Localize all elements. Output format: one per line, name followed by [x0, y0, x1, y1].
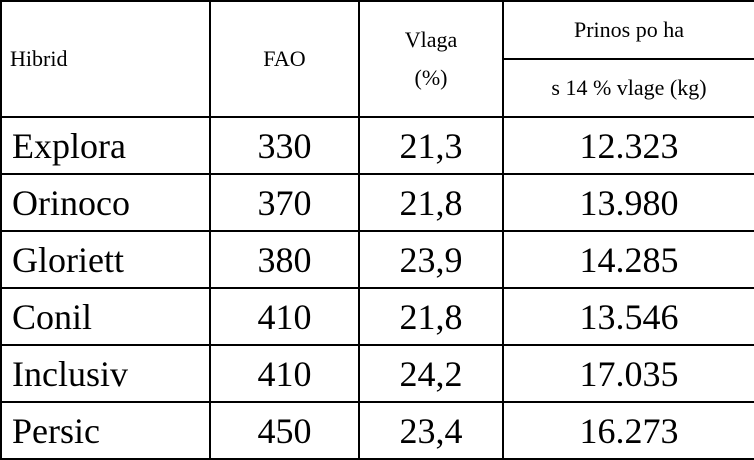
table-cell: 330	[209, 116, 360, 175]
table-cell: 13.980	[502, 173, 754, 232]
header-cell: s 14 % vlage (kg)	[502, 58, 754, 118]
table-cell: 370	[209, 173, 360, 232]
table-cell: 16.273	[502, 401, 754, 460]
header-cell: Hibrid	[0, 0, 211, 118]
table-cell: Conil	[0, 287, 211, 346]
table-row: Conil 410 21,8 13.546	[0, 287, 754, 346]
table-cell: 21,8	[358, 173, 504, 232]
table-row: Persic 450 23,4 16.273	[0, 401, 754, 460]
table-row: Gloriett 380 23,9 14.285	[0, 230, 754, 289]
table-row: Inclusiv 410 24,2 17.035	[0, 344, 754, 403]
table-cell: Inclusiv	[0, 344, 211, 403]
header-cell: FAO	[209, 0, 360, 118]
table-cell: 21,8	[358, 287, 504, 346]
table-cell: 21,3	[358, 116, 504, 175]
header-row: Hibrid FAO Vlaga (%) Prinos po ha	[0, 0, 754, 118]
table-cell: 380	[209, 230, 360, 289]
table-cell: 450	[209, 401, 360, 460]
header-cell: Vlaga (%)	[358, 0, 504, 118]
header-cell: Prinos po ha	[502, 0, 754, 60]
table-cell: Gloriett	[0, 230, 211, 289]
table-row: Orinoco 370 21,8 13.980	[0, 173, 754, 232]
table-cell: 23,4	[358, 401, 504, 460]
table-cell: Orinoco	[0, 173, 211, 232]
table-cell: 14.285	[502, 230, 754, 289]
table-cell: 23,9	[358, 230, 504, 289]
table-row: Explora 330 21,3 12.323	[0, 116, 754, 175]
table-cell: 410	[209, 344, 360, 403]
table-cell: 410	[209, 287, 360, 346]
header-line: (%)	[414, 65, 448, 90]
table-cell: 24,2	[358, 344, 504, 403]
table-cell: 13.546	[502, 287, 754, 346]
header-line: Vlaga	[404, 27, 458, 52]
table-cell: Persic	[0, 401, 211, 460]
header-row: s 14 % vlage (kg)	[1, 58, 754, 118]
table-cell: 17.035	[502, 344, 754, 403]
table-cell: 12.323	[502, 116, 754, 175]
table-cell: Explora	[0, 116, 211, 175]
